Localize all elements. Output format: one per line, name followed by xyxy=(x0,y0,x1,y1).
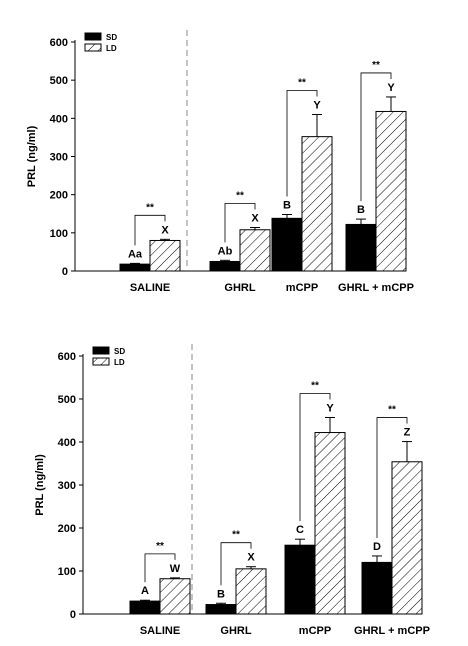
bar-sd xyxy=(284,544,316,615)
significance-bracket xyxy=(286,90,318,197)
legend: SD LD xyxy=(92,346,125,367)
bar-label-sd: B xyxy=(283,200,291,212)
bar-label-sd: B xyxy=(217,588,225,600)
significance-stars: ** xyxy=(232,530,240,541)
x-category-label: mCPP xyxy=(286,282,318,294)
bar-sd xyxy=(119,263,151,272)
x-category-label: mCPP xyxy=(299,625,331,637)
bar-ld xyxy=(159,578,191,615)
bar-ld xyxy=(239,229,271,272)
x-category-label: GHRL xyxy=(220,625,251,637)
bar-sd xyxy=(361,561,393,615)
significance-stars: ** xyxy=(372,60,380,71)
legend-label-ld: LD xyxy=(106,44,117,53)
bar-sd xyxy=(205,604,237,615)
bar-ld xyxy=(149,239,181,272)
x-category-label: GHRL + mCPP xyxy=(338,282,414,294)
significance-bracket xyxy=(224,203,256,243)
chart-panel-bottom: 0 100 200 300 400 500 600 PRL (ng/ml) SD LD A W ** SA… xyxy=(34,344,430,637)
bar-label-ld: X xyxy=(161,224,169,236)
y-tick-label: 500 xyxy=(58,394,76,406)
y-tick-label: 200 xyxy=(58,523,76,535)
bar-label-sd: A xyxy=(141,585,149,597)
bar-label-ld: X xyxy=(251,212,259,224)
chart-panel-top: 0 100 200 300 400 500 600 PRL (ng/ml) SD LD Aa X ** S… xyxy=(26,30,414,294)
y-tick-label: 0 xyxy=(70,609,76,621)
y-axis-title: PRL (ng/ml) xyxy=(34,454,46,516)
significance-stars: ** xyxy=(311,380,319,391)
bar-sd xyxy=(271,217,303,272)
y-tick-label: 300 xyxy=(50,152,68,164)
y-tick-label: 400 xyxy=(58,437,76,449)
significance-stars: ** xyxy=(236,190,244,201)
x-category-label: GHRL xyxy=(224,282,255,294)
significance-bracket xyxy=(299,393,331,522)
x-category-label: SALINE xyxy=(140,625,180,637)
y-tick-label: 300 xyxy=(58,480,76,492)
bar-label-sd: D xyxy=(373,541,381,553)
bar-ld xyxy=(301,136,333,272)
bar-sd xyxy=(209,260,241,272)
significance-stars: ** xyxy=(146,202,154,213)
x-category-label: GHRL + mCPP xyxy=(354,625,430,637)
legend-label-sd: SD xyxy=(106,33,117,42)
y-axis-title: PRL (ng/ml) xyxy=(26,125,38,187)
legend-label-sd: SD xyxy=(114,347,125,356)
significance-bracket xyxy=(220,542,252,586)
bar-label-ld: X xyxy=(247,552,255,564)
legend-label-ld: LD xyxy=(114,358,125,367)
y-tick-label: 100 xyxy=(58,566,76,578)
significance-stars: ** xyxy=(156,541,164,552)
y-tick-label: 400 xyxy=(50,113,68,125)
significance-bracket xyxy=(144,553,176,583)
y-tick-label: 0 xyxy=(62,266,68,278)
bar-label-sd: B xyxy=(357,204,365,216)
significance-stars: ** xyxy=(298,78,306,89)
legend: SD LD xyxy=(84,32,117,53)
y-tick-label: 200 xyxy=(50,190,68,202)
bar-ld xyxy=(391,461,423,615)
y-tick-label: 500 xyxy=(50,75,68,87)
x-category-label: SALINE xyxy=(130,282,170,294)
legend-swatch-ld xyxy=(92,357,110,366)
y-tick-label: 600 xyxy=(50,37,68,49)
significance-stars: ** xyxy=(388,405,396,416)
bar-label-sd: C xyxy=(296,524,304,536)
bar-label-ld: Y xyxy=(326,402,334,414)
y-tick-label: 100 xyxy=(50,228,68,240)
bar-label-sd: Aa xyxy=(128,248,143,260)
bar-ld xyxy=(235,568,267,615)
bar-label-ld: Z xyxy=(404,427,411,439)
bar-label-sd: Ab xyxy=(218,245,233,257)
legend-swatch-sd xyxy=(92,346,110,355)
bar-label-ld: W xyxy=(170,563,181,575)
bar-sd xyxy=(129,600,161,615)
significance-bracket xyxy=(134,214,166,246)
legend-swatch-sd xyxy=(84,32,102,41)
bar-label-ld: Y xyxy=(313,100,321,112)
y-tick-label: 600 xyxy=(58,351,76,363)
bar-ld xyxy=(314,432,346,615)
bar-label-ld: Y xyxy=(387,82,395,94)
significance-bracket xyxy=(376,417,408,538)
legend-swatch-ld xyxy=(84,43,102,52)
bar-sd xyxy=(345,223,377,272)
bar-ld xyxy=(375,110,407,272)
significance-bracket xyxy=(360,72,392,202)
